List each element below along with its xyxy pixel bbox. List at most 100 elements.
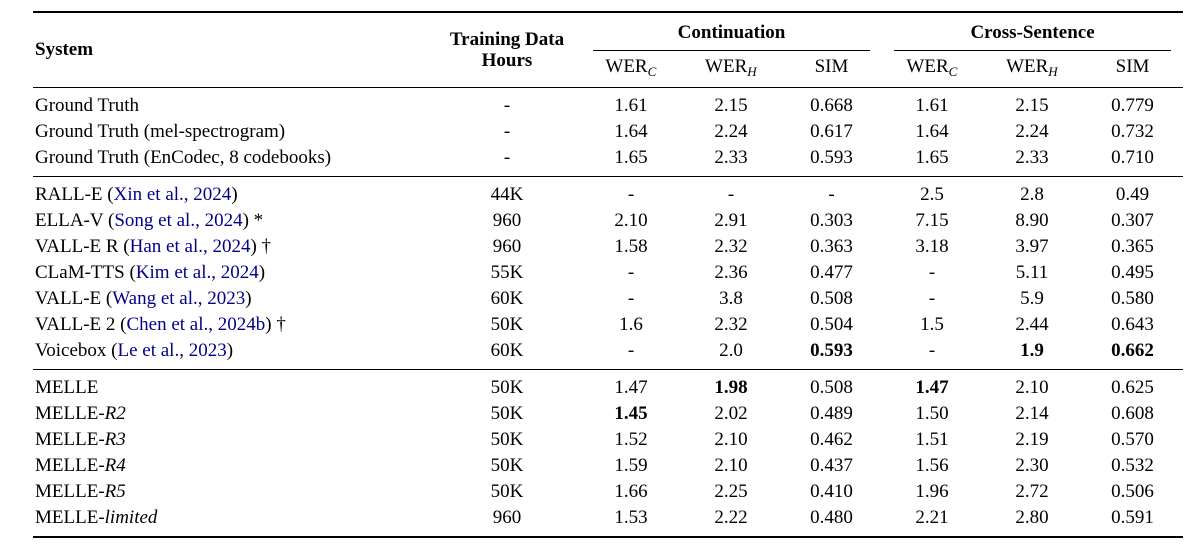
citation-link[interactable]: Wang et al., 2023	[112, 288, 246, 309]
system-name-part: )	[231, 184, 238, 205]
metric-cell: 0.508	[810, 377, 853, 398]
hours-cell: 60K	[490, 340, 524, 361]
table-row: VALL-E (Wang et al., 2023) 60K - 3.8 0.508 - 5…	[33, 286, 1183, 312]
metric-cell: -	[627, 288, 635, 309]
citation-link[interactable]: Chen et al., 2024b	[126, 314, 266, 335]
metric-cell: 2.5	[920, 184, 944, 205]
metric-cell: 2.80	[1015, 507, 1049, 528]
metric-label: SIM	[814, 56, 849, 77]
hours-cell: 50K	[490, 481, 524, 502]
metric-cell: 3.97	[1015, 236, 1049, 257]
metric-cell: -	[928, 262, 936, 283]
metric-header-cont-sim: SIM	[781, 51, 882, 88]
metric-cell: 1.6	[619, 314, 643, 335]
system-name-part: MELLE	[35, 377, 99, 398]
metric-subscript: C	[647, 64, 657, 79]
metric-cell: 2.30	[1015, 455, 1049, 476]
results-table: System Training Data Hours Continuation …	[33, 11, 1184, 538]
metric-cell: 0.506	[1111, 481, 1154, 502]
metric-cell: 1.45	[614, 403, 648, 424]
metric-cell: 8.90	[1015, 210, 1049, 231]
system-name-part: ) †	[250, 236, 272, 257]
system-name-part: MELLE-	[35, 429, 105, 450]
citation-link[interactable]: Kim et al., 2024	[135, 262, 259, 283]
citation-link[interactable]: Han et al., 2024	[129, 236, 251, 257]
metric-cell: 2.91	[714, 210, 748, 231]
system-cell: MELLE-R3	[33, 427, 433, 453]
hours-cell: 50K	[490, 455, 524, 476]
metric-cell: 0.570	[1111, 429, 1154, 450]
system-name-part: ELLA-V (	[35, 210, 115, 231]
system-name-part: R5	[104, 481, 126, 502]
system-cell: Voicebox (Le et al., 2023)	[33, 338, 433, 370]
system-name-part: CLaM-TTS (	[35, 262, 136, 283]
citation-link[interactable]: Xin et al., 2024	[113, 184, 232, 205]
system-name-part: MELLE-	[35, 481, 105, 502]
citation-link[interactable]: Le et al., 2023	[117, 340, 227, 361]
system-name-part: Voicebox (	[35, 340, 118, 361]
metric-cell: 2.8	[1020, 184, 1044, 205]
metric-cell: 1.65	[915, 147, 949, 168]
metric-cell: 0.365	[1111, 236, 1154, 257]
hours-cell: 44K	[490, 184, 524, 205]
metric-cell: 0.732	[1111, 121, 1154, 142]
metric-cell: 2.14	[1015, 403, 1049, 424]
metric-cell: 1.61	[915, 95, 949, 116]
system-name-part: MELLE-	[35, 403, 105, 424]
system-name-part: R4	[104, 455, 126, 476]
system-name-part: MELLE-	[35, 455, 105, 476]
metric-cell: 0.410	[810, 481, 853, 502]
system-name-part: VALL-E (	[35, 288, 113, 309]
citation-link[interactable]: Song et al., 2024	[114, 210, 243, 231]
metric-cell: 1.61	[614, 95, 648, 116]
metric-cell: 1.66	[614, 481, 648, 502]
table-row: MELLE-R3 50K 1.52 2.10 0.462 1.51 2.19 0.570	[33, 427, 1183, 453]
table-row: MELLE-R4 50K 1.59 2.10 0.437 1.56 2.30 0.532	[33, 453, 1183, 479]
metric-cell: 0.437	[810, 455, 853, 476]
system-cell: RALL-E (Xin et al., 2024)	[33, 177, 433, 208]
metric-label: WER	[1006, 56, 1049, 77]
metric-header-row: WERC WERH SIM WERC WERH SIM	[33, 51, 1183, 88]
metric-label: SIM	[1115, 56, 1150, 77]
system-name-part: R3	[104, 429, 126, 450]
metric-cell: 0.668	[810, 95, 853, 116]
metric-cell: 0.779	[1111, 95, 1154, 116]
system-cell: Ground Truth (EnCodec, 8 codebooks)	[33, 145, 433, 177]
metric-cell: 2.10	[614, 210, 648, 231]
table-row: CLaM-TTS (Kim et al., 2024) 55K - 2.36 0.477…	[33, 260, 1183, 286]
system-name-part: VALL-E R (	[35, 236, 130, 257]
table-row: MELLE-R2 50K 1.45 2.02 0.489 1.50 2.14 0.608	[33, 401, 1183, 427]
metric-cell: 1.5	[920, 314, 944, 335]
system-name-part: )	[258, 262, 266, 283]
group-header-continuation: Continuation	[581, 12, 882, 51]
hours-cell: -	[503, 147, 511, 168]
continuation-label: Continuation	[677, 22, 786, 43]
metric-cell: 2.24	[1015, 121, 1049, 142]
hours-cell: 960	[492, 236, 522, 257]
system-name-part: Ground Truth (mel-spectrogram)	[35, 121, 286, 142]
metric-cell: 1.47	[915, 377, 949, 398]
system-cell: VALL-E 2 (Chen et al., 2024b) †	[33, 312, 433, 338]
metric-cell: 0.477	[810, 262, 853, 283]
metric-cell: 0.462	[810, 429, 853, 450]
metric-cell: 0.489	[810, 403, 853, 424]
metric-cell: 0.363	[810, 236, 853, 257]
metric-subscript: C	[948, 64, 958, 79]
group-header-row: System Training Data Hours Continuation …	[33, 12, 1183, 71]
metric-cell: 0.480	[810, 507, 853, 528]
metric-cell: 2.21	[915, 507, 949, 528]
metric-cell: 2.24	[714, 121, 748, 142]
metric-cell: 0.307	[1111, 210, 1154, 231]
training-hours-label: Training Data Hours	[449, 28, 565, 71]
col-header-system: System	[35, 39, 94, 60]
metric-cell: 0.591	[1111, 507, 1154, 528]
metric-cell: 2.22	[714, 507, 748, 528]
metric-subscript: H	[747, 64, 757, 79]
metric-cell: 0.49	[1115, 184, 1150, 205]
system-cell: Ground Truth (mel-spectrogram)	[33, 119, 433, 145]
metric-cell: 2.15	[1015, 95, 1049, 116]
metric-cell: 0.508	[810, 288, 853, 309]
metric-cell: 2.15	[714, 95, 748, 116]
table-row: Ground Truth (EnCodec, 8 codebooks) - 1.65…	[33, 145, 1183, 177]
metric-cell: 2.36	[714, 262, 748, 283]
